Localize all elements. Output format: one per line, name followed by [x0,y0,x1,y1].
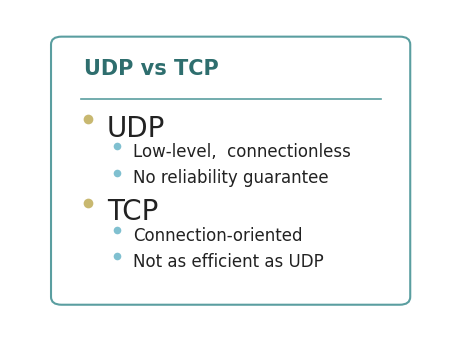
Text: Low-level,  connectionless: Low-level, connectionless [133,143,351,161]
Text: Connection-oriented: Connection-oriented [133,227,302,245]
FancyBboxPatch shape [51,37,410,305]
Text: UDP vs TCP: UDP vs TCP [84,59,219,79]
Text: TCP: TCP [107,198,158,226]
Text: No reliability guarantee: No reliability guarantee [133,169,328,187]
Text: Not as efficient as UDP: Not as efficient as UDP [133,253,324,271]
Text: UDP: UDP [107,115,165,143]
